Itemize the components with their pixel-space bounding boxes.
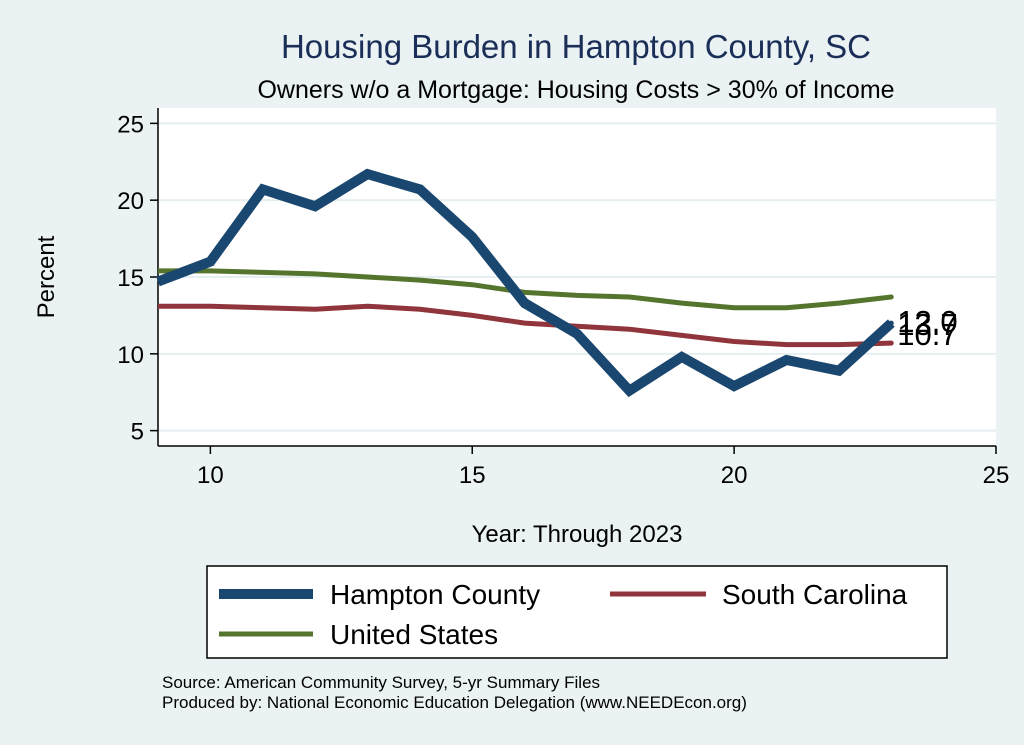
y-tick-label-15: 15 (117, 265, 144, 292)
x-tick-label-10: 10 (197, 462, 224, 489)
legend-label-south-carolina: South Carolina (722, 579, 908, 610)
series-endpoint-hampton-county (888, 320, 894, 326)
producer-note: Produced by: National Economic Education… (162, 693, 747, 712)
x-axis-label: Year: Through 2023 (472, 521, 683, 548)
x-tick-label-15: 15 (459, 462, 486, 489)
series-line-hampton-county (156, 168, 895, 398)
x-tick-label-20: 20 (721, 462, 748, 489)
series-endpoint-south-carolina (888, 340, 894, 346)
legend-label-united-states: United States (330, 619, 498, 650)
y-axis-label: Percent (33, 235, 60, 318)
y-tick-label-25: 25 (117, 111, 144, 138)
source-note: Source: American Community Survey, 5-yr … (162, 673, 600, 692)
y-tick-label-10: 10 (117, 342, 144, 369)
legend-box (206, 565, 948, 659)
series-lines (156, 168, 895, 398)
end-label-south-carolina: 10.7 (897, 317, 957, 352)
y-tick-label-5: 5 (131, 419, 144, 446)
chart-subtitle: Owners w/o a Mortgage: Housing Costs > 3… (257, 76, 894, 104)
end-labels: 12.010.713.7 (897, 304, 957, 352)
series-endpoint-united-states (888, 294, 894, 300)
series-line-united-states (158, 268, 892, 311)
x-tick-label-25: 25 (983, 462, 1010, 489)
legend: Hampton County South Carolina United Sta… (206, 565, 948, 659)
x-axis: 10 15 20 25 (197, 446, 1009, 489)
legend-label-hampton-county: Hampton County (330, 579, 540, 610)
y-axis: 5 10 15 20 25 (117, 111, 158, 446)
y-tick-label-20: 20 (117, 188, 144, 215)
end-label-united-states: 13.7 (897, 307, 957, 342)
series-line-south-carolina (158, 303, 892, 348)
end-label-hampton-county: 12.0 (897, 304, 957, 339)
chart-title: Housing Burden in Hampton County, SC (281, 28, 871, 65)
